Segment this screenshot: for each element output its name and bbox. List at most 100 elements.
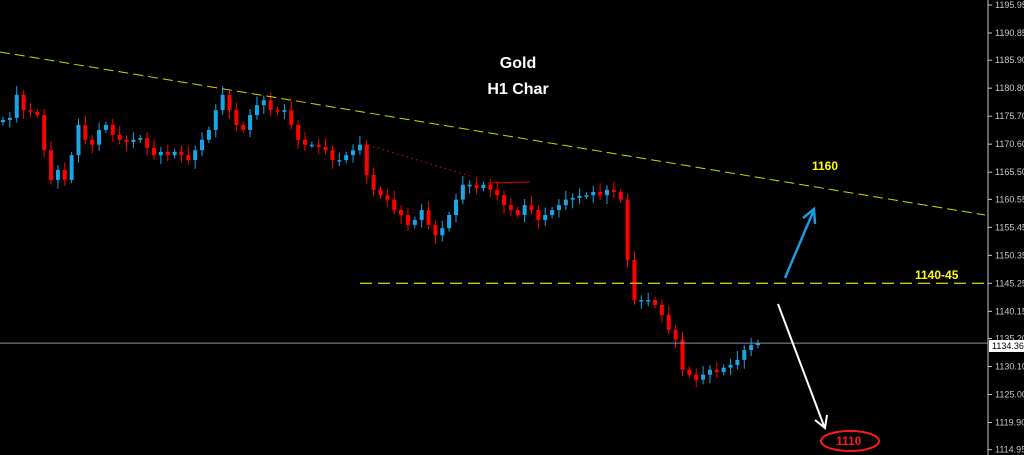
candle-body [556,205,561,211]
candle-body [536,210,541,220]
candle-body [357,144,362,151]
current-price-label: 1134.36 [992,341,1024,351]
candle-body [186,155,191,161]
candle-body [316,144,321,147]
candle-body [680,339,685,370]
candle-body [508,205,513,211]
candle-body [467,184,472,187]
y-tick-label: 1135.20 [995,334,1024,344]
candle-body [213,110,218,130]
candle-body [254,105,259,116]
candle-body [426,210,431,225]
y-tick-label: 1195.95 [995,0,1024,10]
candle-body [605,189,609,196]
price-axis: 1195.95 1190.85 1185.90 1180.80 1175.70 1170.… [988,0,1024,455]
chart-title: Gold [499,55,537,72]
current-price-box [989,340,1024,352]
candle-body [248,115,253,130]
y-tick-label: 1119.90 [995,418,1024,428]
candle-body [749,345,754,351]
candle-body [714,369,719,373]
y-tick-label: 1145.25 [995,278,1024,288]
candle-body [488,184,493,190]
candle-body [97,129,102,145]
y-tick-label: 1185.90 [995,55,1024,65]
candle-body [522,205,527,215]
candles [1,85,760,388]
candle-body [385,195,390,200]
candle-body [21,94,26,111]
candle-body [268,100,273,111]
candle-body [481,184,486,189]
candle-body [110,124,115,135]
candle-body [90,139,95,145]
candle-body [515,210,520,215]
candle-body [152,148,156,156]
y-tick-label: 1170.60 [995,139,1024,149]
candle-body [344,155,349,161]
candle-body [337,160,342,162]
candle-body [728,364,733,368]
candle-body [632,260,637,301]
candle-body [378,189,383,196]
y-tick-label: 1150.35 [995,250,1024,260]
candle-body [625,199,630,261]
candle-body [598,191,603,196]
candle-body [309,144,314,147]
candle-body [138,138,143,140]
trendline[interactable] [0,51,986,216]
candle-body [275,110,280,112]
candle-body [529,205,534,211]
candle-body [371,174,376,190]
annotation-1160: 1160 [812,159,839,173]
candle-body [563,199,568,206]
candle-body [694,374,699,380]
candle-body [742,350,747,360]
candle-body [165,151,170,156]
candle-body [392,199,397,211]
candle-body [687,369,692,375]
candle-body [220,94,225,111]
candle-body [440,228,445,236]
minor-trendline [367,144,471,177]
candle-body [172,151,177,156]
candle-body [433,224,438,236]
candle-body [570,197,575,200]
candle-body [460,184,465,200]
candle-body [282,110,287,112]
candle-body [117,134,122,140]
y-tick-label: 1114.95 [995,445,1024,455]
candle-body [707,369,712,375]
candle-body [399,210,404,215]
candle-body [289,110,294,125]
y-tick-label: 1140.15 [995,306,1024,316]
candle-body [83,124,88,140]
candle-body [584,195,589,197]
candle-body [454,199,458,215]
candle-body [653,300,658,306]
candle-body [666,314,671,330]
candle-body [447,214,452,229]
candle-body [412,219,417,225]
candle-body [646,300,651,302]
candle-body [28,110,33,112]
candle-body [639,300,644,302]
candle-body [323,146,328,151]
y-tick-label: 1165.50 [995,167,1024,177]
y-tick-label: 1160.55 [995,194,1024,204]
candle-body [241,124,246,130]
candle-body [35,111,40,116]
candle-body [103,124,108,130]
candle-body [618,191,623,200]
candle-body [206,129,211,140]
candle-body [701,374,706,380]
candle-body [296,124,301,140]
candle-body [200,139,205,151]
candle-body [49,150,54,180]
candle-body [419,210,424,220]
candle-body [124,139,129,142]
candle-body [405,214,410,225]
candle-body [502,195,507,206]
candle-body [14,94,19,118]
